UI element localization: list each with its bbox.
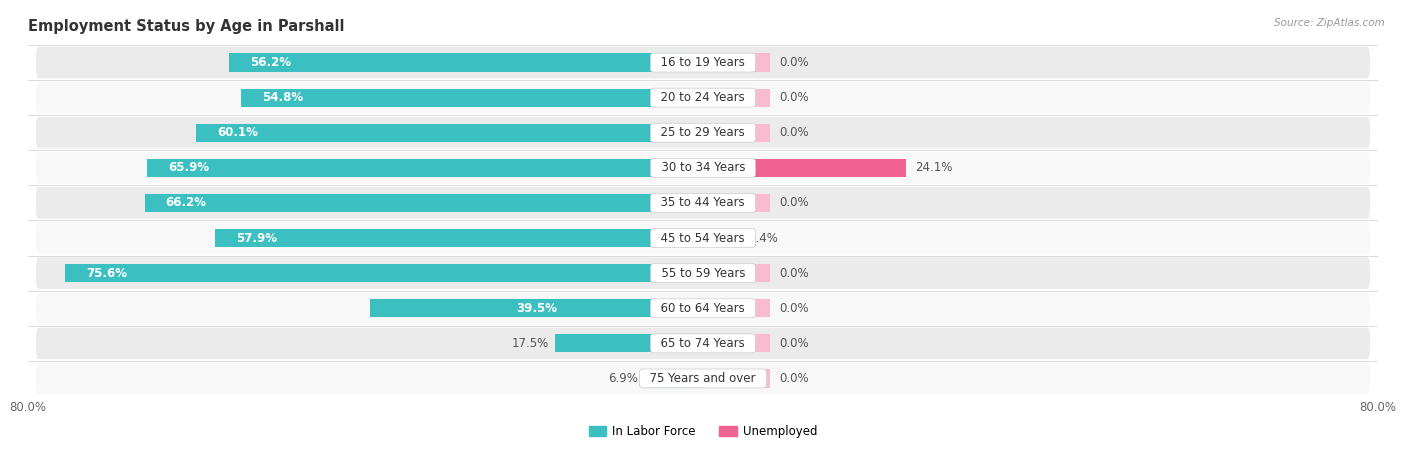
Bar xyxy=(703,264,770,282)
Text: 60.1%: 60.1% xyxy=(217,126,257,139)
Text: 0.0%: 0.0% xyxy=(779,337,808,350)
Bar xyxy=(703,54,770,72)
FancyBboxPatch shape xyxy=(35,327,1371,360)
FancyBboxPatch shape xyxy=(35,46,1371,79)
Text: 0.0%: 0.0% xyxy=(779,126,808,139)
Text: 75.6%: 75.6% xyxy=(86,267,128,279)
Text: 60 to 64 Years: 60 to 64 Years xyxy=(654,302,752,315)
Text: 55 to 59 Years: 55 to 59 Years xyxy=(654,267,752,279)
Text: 0.0%: 0.0% xyxy=(779,372,808,385)
Text: 75 Years and over: 75 Years and over xyxy=(643,372,763,385)
Text: 65 to 74 Years: 65 to 74 Years xyxy=(654,337,752,350)
Text: 25 to 29 Years: 25 to 29 Years xyxy=(654,126,752,139)
Text: 24.1%: 24.1% xyxy=(915,162,952,174)
FancyBboxPatch shape xyxy=(35,116,1371,149)
Text: 0.0%: 0.0% xyxy=(779,56,808,69)
Bar xyxy=(195,124,703,142)
Text: 17.5%: 17.5% xyxy=(512,337,548,350)
Bar xyxy=(703,229,740,247)
Text: 54.8%: 54.8% xyxy=(262,91,302,104)
Text: 35 to 44 Years: 35 to 44 Years xyxy=(654,197,752,209)
Text: 56.2%: 56.2% xyxy=(250,56,291,69)
FancyBboxPatch shape xyxy=(35,292,1371,325)
Text: Employment Status by Age in Parshall: Employment Status by Age in Parshall xyxy=(28,19,344,34)
FancyBboxPatch shape xyxy=(35,151,1371,184)
Text: 30 to 34 Years: 30 to 34 Years xyxy=(654,162,752,174)
Bar xyxy=(703,369,770,387)
Bar xyxy=(703,334,770,352)
Text: 20 to 24 Years: 20 to 24 Years xyxy=(654,91,752,104)
Text: 65.9%: 65.9% xyxy=(169,162,209,174)
Bar xyxy=(703,194,770,212)
Text: 0.0%: 0.0% xyxy=(779,91,808,104)
Text: 39.5%: 39.5% xyxy=(516,302,557,315)
Bar xyxy=(240,89,703,107)
Text: 0.0%: 0.0% xyxy=(779,267,808,279)
Text: 66.2%: 66.2% xyxy=(166,197,207,209)
Bar xyxy=(703,89,770,107)
FancyBboxPatch shape xyxy=(35,186,1371,220)
Bar xyxy=(145,194,703,212)
FancyBboxPatch shape xyxy=(35,221,1371,255)
Bar xyxy=(703,299,770,317)
FancyBboxPatch shape xyxy=(35,362,1371,395)
Bar xyxy=(370,299,703,317)
Text: 16 to 19 Years: 16 to 19 Years xyxy=(654,56,752,69)
FancyBboxPatch shape xyxy=(35,256,1371,290)
Text: 0.0%: 0.0% xyxy=(779,302,808,315)
Text: 57.9%: 57.9% xyxy=(236,232,277,244)
Legend: In Labor Force, Unemployed: In Labor Force, Unemployed xyxy=(583,420,823,443)
Bar xyxy=(703,124,770,142)
Bar xyxy=(215,229,703,247)
Bar xyxy=(229,54,703,72)
FancyBboxPatch shape xyxy=(35,81,1371,114)
Text: 0.0%: 0.0% xyxy=(779,197,808,209)
Bar xyxy=(555,334,703,352)
Text: 4.4%: 4.4% xyxy=(748,232,779,244)
Bar xyxy=(645,369,703,387)
Bar xyxy=(65,264,703,282)
Text: 6.9%: 6.9% xyxy=(609,372,638,385)
Bar xyxy=(703,159,907,177)
Text: Source: ZipAtlas.com: Source: ZipAtlas.com xyxy=(1274,18,1385,28)
Bar xyxy=(148,159,703,177)
Text: 45 to 54 Years: 45 to 54 Years xyxy=(654,232,752,244)
